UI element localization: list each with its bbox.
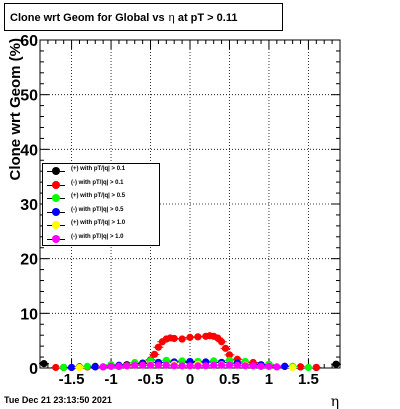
legend-marker xyxy=(52,234,60,243)
data-point-s1 xyxy=(52,363,60,372)
data-point-s5 xyxy=(210,361,218,369)
y-tick-label: 10 xyxy=(20,306,38,323)
legend-label: (-) with pT/|q| > 0.5 xyxy=(71,206,124,213)
data-point-s2 xyxy=(178,357,186,365)
legend-item: (+) with pT/|q| > 1.0 xyxy=(43,219,159,232)
data-point-s1 xyxy=(221,344,230,352)
data-point-s2 xyxy=(60,363,68,372)
y-tick-label: 40 xyxy=(20,142,38,159)
legend-marker xyxy=(52,180,60,189)
data-point-s5 xyxy=(99,363,107,371)
data-point-s5 xyxy=(225,361,234,369)
data-point-s5 xyxy=(131,361,139,369)
axes-layer: -1.5 -1 -0.5 0 0.5 1 1.5 0 10 20 30 40 50 60 xyxy=(20,33,341,388)
grid-layer xyxy=(40,40,340,368)
data-point-s3 xyxy=(67,363,76,372)
legend-marker xyxy=(52,207,60,216)
data-point-s1 xyxy=(296,363,305,371)
x-tick-label: 0 xyxy=(186,371,194,388)
data-point-s1 xyxy=(194,333,202,341)
chart-title-suffix: at pT > 0.11 xyxy=(177,12,238,24)
legend: (+) with pT/|q| > 0.1 (-) with pT/|q| > 0… xyxy=(42,163,160,246)
points-layer xyxy=(38,332,342,372)
data-point-s1 xyxy=(154,343,163,351)
data-point-s4 xyxy=(289,363,297,372)
legend-marker xyxy=(52,167,60,175)
data-point-s1 xyxy=(178,335,186,343)
x-tick-label: 1 xyxy=(265,371,273,388)
y-tick-label: 0 xyxy=(29,361,38,378)
data-point-s2 xyxy=(304,363,313,372)
x-axis-label: η xyxy=(331,394,339,409)
y-axis-label: Clone wrt Geom (%) xyxy=(7,38,24,181)
data-point-s0 xyxy=(332,360,340,368)
data-point-s1 xyxy=(225,351,234,359)
x-tick-label: -1.5 xyxy=(59,371,85,388)
data-point-s5 xyxy=(139,361,147,369)
data-point-s5 xyxy=(257,362,265,370)
data-point-s3 xyxy=(281,362,289,370)
y-tick-label: 30 xyxy=(20,197,38,214)
x-tick-label: 0.5 xyxy=(219,371,240,388)
data-point-s1 xyxy=(170,334,178,343)
data-point-s1 xyxy=(217,338,226,346)
data-point-s5 xyxy=(146,361,155,369)
chart-title: Clone wrt Geom for Global vs xyxy=(10,12,165,24)
data-point-s5 xyxy=(178,362,186,370)
data-point-s3 xyxy=(91,363,99,371)
x-tick-label: -1 xyxy=(104,371,117,388)
data-point-s5 xyxy=(241,362,249,370)
data-point-s1 xyxy=(150,350,159,358)
data-point-s5 xyxy=(273,363,281,371)
legend-label: (-) with pT/|q| > 1.0 xyxy=(71,233,124,240)
legend-label: (+) with pT/|q| > 1.0 xyxy=(71,220,126,226)
x-tick-label: -0.5 xyxy=(138,371,164,388)
data-point-s5 xyxy=(154,361,163,369)
legend-item: (-) with pT/|q| > 0.5 xyxy=(43,206,159,219)
data-point-s5 xyxy=(194,362,202,370)
legend-label: (+) with pT/|q| > 0.1 xyxy=(71,166,126,172)
data-point-s2 xyxy=(83,362,91,370)
chart-title-box: Clone wrt Geom for Global vs η at pT > 0.… xyxy=(4,3,283,31)
legend-marker xyxy=(52,194,60,202)
x-tick-label: 1.5 xyxy=(298,371,319,388)
data-point-s2 xyxy=(225,356,234,364)
data-point-s5 xyxy=(265,362,273,370)
data-point-s5 xyxy=(123,362,131,370)
data-point-s1 xyxy=(312,363,320,372)
legend-item: (+) with pT/|q| > 0.5 xyxy=(43,192,159,205)
data-point-s5 xyxy=(186,362,194,370)
timestamp: Tue Dec 21 23:13:50 2021 xyxy=(4,395,112,405)
data-point-s2 xyxy=(162,356,170,364)
data-point-s5 xyxy=(202,362,210,370)
y-tick-label: 60 xyxy=(20,33,38,50)
data-point-s0 xyxy=(40,360,48,368)
legend-label: (-) with pT/|q| > 0.1 xyxy=(71,179,124,186)
data-point-s5 xyxy=(170,362,178,370)
data-point-s5 xyxy=(249,362,257,370)
legend-item: (-) with pT/|q| > 1.0 xyxy=(43,233,159,246)
data-point-s5 xyxy=(217,361,226,369)
data-point-s5 xyxy=(107,362,115,370)
legend-label: (+) with pT/|q| > 0.5 xyxy=(71,193,126,199)
data-point-s5 xyxy=(162,361,170,369)
y-tick-label: 20 xyxy=(20,252,38,269)
legend-item: (+) with pT/|q| > 0.1 xyxy=(43,165,159,178)
data-point-s1 xyxy=(186,333,194,341)
legend-marker xyxy=(52,221,60,229)
legend-item: (-) with pT/|q| > 0.1 xyxy=(43,179,159,192)
y-tick-label: 50 xyxy=(20,88,38,105)
data-point-s5 xyxy=(115,362,123,370)
data-point-s4 xyxy=(75,363,84,372)
data-point-s5 xyxy=(233,361,241,369)
chart-title-eta: η xyxy=(168,12,175,24)
